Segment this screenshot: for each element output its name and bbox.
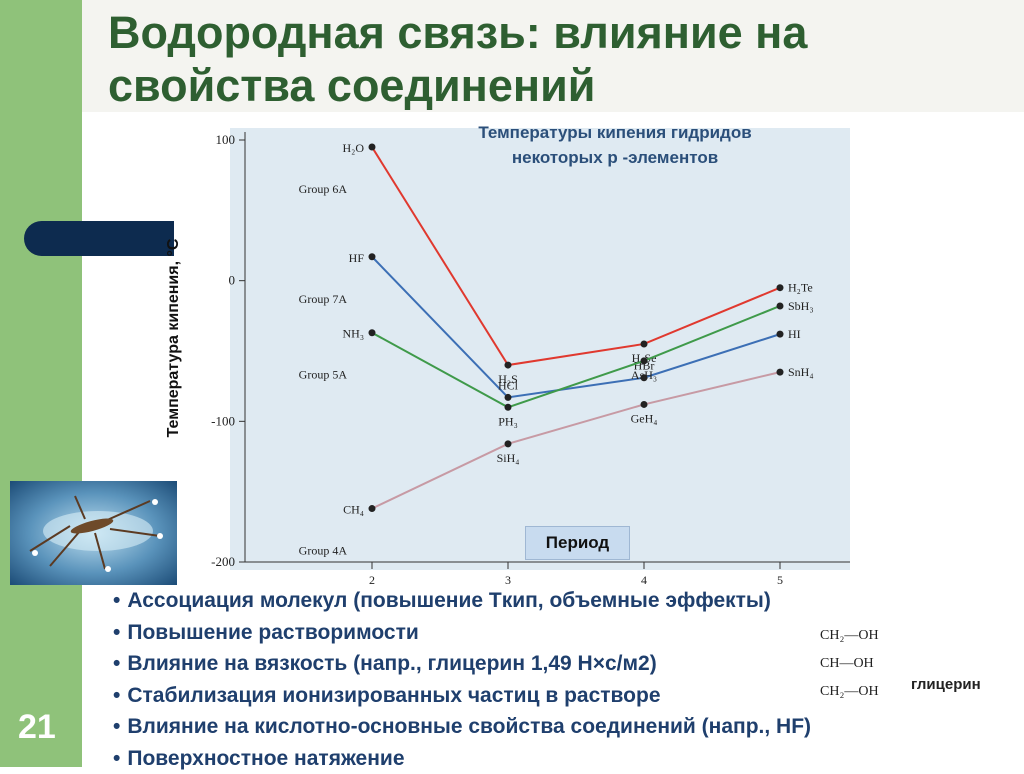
y-axis-label: Температура кипения, °C (165, 238, 182, 437)
point-label: H₂Te (788, 281, 813, 295)
bullet-text: Ассоциация молекул (повышение Tкип, объе… (127, 589, 770, 612)
glycerin-formula: CH₂—OH CH—OH CH₂—OH (820, 622, 879, 706)
glycerin-row: CH₂—OH (820, 622, 879, 650)
point-label: H₂O (342, 141, 364, 155)
data-point (505, 404, 512, 411)
left-sidebar-bar (0, 0, 82, 767)
chart-title-line1: Температуры кипения гидридов (478, 123, 751, 142)
data-point (641, 357, 648, 364)
point-label: HCl (498, 378, 519, 392)
data-point (369, 329, 376, 336)
bullet-text: Стабилизация ионизированных частиц в рас… (127, 684, 660, 707)
group-label: Group 6A (299, 182, 348, 196)
point-label: NH₃ (342, 327, 364, 341)
data-point (777, 284, 784, 291)
bullet-dot: • (113, 747, 120, 770)
data-point (641, 401, 648, 408)
bullet-text: Поверхностное натяжение (127, 747, 404, 770)
bullet-dot: • (113, 589, 120, 612)
chart-title-line2: некоторых р -элементов (512, 148, 718, 167)
point-label: HI (788, 327, 801, 341)
data-point (369, 144, 376, 151)
point-label: AsH₃ (631, 368, 657, 382)
bullet-text: Повышение растворимости (127, 621, 418, 644)
point-label: SnH₄ (788, 365, 814, 379)
data-point (505, 394, 512, 401)
data-point (777, 302, 784, 309)
water-strider-photo (10, 481, 177, 585)
data-point (777, 369, 784, 376)
data-point (369, 253, 376, 260)
decorative-pill (24, 221, 174, 256)
data-point (505, 440, 512, 447)
y-tick-label: -200 (211, 554, 235, 569)
point-label: GeH₄ (631, 411, 658, 425)
point-label: HF (349, 251, 365, 265)
y-tick-label: 0 (229, 273, 236, 288)
bullet-item: • Влияние на кислотно-основные свойства с… (113, 711, 1003, 743)
boiling-point-chart: Температуры кипения гидридов некоторых р… (160, 120, 860, 595)
glycerin-label: глицерин (911, 676, 981, 693)
group-label: Group 5A (299, 368, 348, 382)
bullet-text: Влияние на вязкость (напр., глицерин 1,4… (127, 652, 656, 675)
bullet-dot: • (113, 715, 120, 738)
bullet-text: Влияние на кислотно-основные свойства со… (127, 715, 811, 738)
glycerin-row: CH—OH (820, 650, 879, 678)
data-point (369, 505, 376, 512)
group-label: Group 4A (299, 544, 348, 558)
data-point (641, 340, 648, 347)
point-label: SbH₃ (788, 299, 814, 313)
point-label: CH₄ (343, 503, 364, 517)
bullet-item: • Поверхностное натяжение (113, 743, 1003, 774)
bullet-dot: • (113, 684, 120, 707)
x-axis-label: Период (525, 526, 630, 560)
data-point (505, 362, 512, 369)
glycerin-row: CH₂—OH (820, 678, 879, 706)
y-tick-label: 100 (216, 132, 236, 147)
slide-number: 21 (18, 708, 56, 747)
bullet-item: • Ассоциация молекул (повышение Tкип, объ… (113, 585, 1003, 617)
data-point (777, 331, 784, 338)
bullet-dot: • (113, 652, 120, 675)
point-label: PH₃ (498, 414, 518, 428)
y-tick-label: -100 (211, 413, 235, 428)
slide-title: Водородная связь: влияние на свойства со… (108, 6, 1008, 112)
point-label: SiH₄ (497, 451, 520, 465)
group-label: Group 7A (299, 292, 348, 306)
bullet-dot: • (113, 621, 120, 644)
